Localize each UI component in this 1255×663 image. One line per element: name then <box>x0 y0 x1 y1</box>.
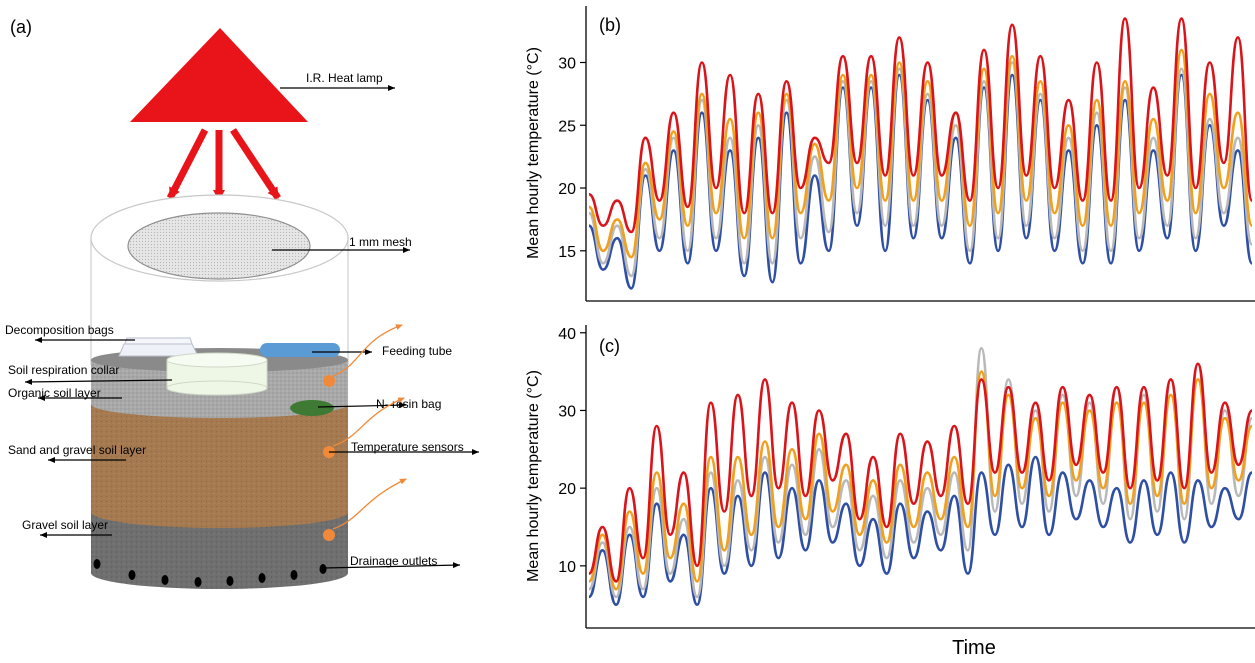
decomposition-bags <box>118 337 199 357</box>
chart-b-ylabel: Mean hourly temperature (°C) <box>525 47 542 259</box>
sand-label: Sand and gravel soil layer <box>8 443 146 457</box>
chart-c: (c) 10 20 30 40 Mean hourly temperature (°C… <box>525 325 1255 659</box>
drainage-label: Drainage outlets <box>350 554 437 568</box>
series-warm-low-line <box>587 48 1254 259</box>
y-tick-label: 40 <box>558 326 576 343</box>
y-tick-label: 10 <box>558 559 576 576</box>
y-tick-label: 30 <box>558 403 576 420</box>
panel-a-label: (a) <box>10 17 32 37</box>
mesh-disc <box>127 212 311 280</box>
gravel-layer <box>91 510 348 589</box>
decomposition-label: Decomposition bags <box>5 323 114 337</box>
chart-c-series <box>587 347 1254 606</box>
chart-c-xlabel: Time <box>952 637 996 658</box>
series-warm-high-line <box>587 362 1254 583</box>
sensor-icon <box>323 529 335 541</box>
panel-b-label: (b) <box>599 15 621 35</box>
y-tick-label: 20 <box>558 481 576 498</box>
organic-label: Organic soil layer <box>8 386 101 400</box>
series-warm-low-line <box>587 370 1254 591</box>
lamp-label: I.R. Heat lamp <box>306 71 383 85</box>
resin-label: N- resin bag <box>376 397 441 411</box>
panel-a: (a) I.R. Heat lamp 1 mm mesh Decompositi… <box>5 17 479 589</box>
heat-arrow-left <box>166 128 209 200</box>
feeding-label: Feeding tube <box>382 344 452 358</box>
sensor-icon <box>323 375 335 387</box>
y-tick-label: 15 <box>558 244 576 261</box>
respiration-label: Soil respiration collar <box>8 363 119 377</box>
panel-c-label: (c) <box>599 336 620 356</box>
chart-b: (b) 15 20 25 30 Mean hourly temperature (°C… <box>525 6 1255 302</box>
chart-b-ticks: 15 20 25 30 <box>558 55 586 261</box>
chart-c-ticks: 10 20 30 40 <box>558 326 586 576</box>
resin-bag <box>290 400 334 416</box>
temperature-sensors <box>323 324 407 541</box>
respiration-collar <box>166 352 268 396</box>
y-tick-label: 20 <box>558 181 576 198</box>
y-tick-label: 30 <box>558 55 576 72</box>
series-ambient-line <box>587 61 1254 278</box>
chart-c-ylabel: Mean hourly temperature (°C) <box>525 370 542 582</box>
drainage-outlets <box>93 559 327 587</box>
series-control-line <box>587 455 1254 606</box>
heat-lamp-icon <box>130 28 308 122</box>
y-tick-label: 25 <box>558 118 576 135</box>
sensors-label: Temperature sensors <box>351 440 464 454</box>
mesh-label: 1 mm mesh <box>349 235 412 249</box>
sand-gravel-layer <box>91 404 348 528</box>
series-control-line <box>587 73 1254 290</box>
feeding-tube <box>260 343 340 357</box>
series-warm-high-line <box>588 17 1254 234</box>
chart-b-series <box>587 17 1254 290</box>
gravel-label: Gravel soil layer <box>22 518 108 532</box>
heat-arrow-right <box>230 128 281 200</box>
